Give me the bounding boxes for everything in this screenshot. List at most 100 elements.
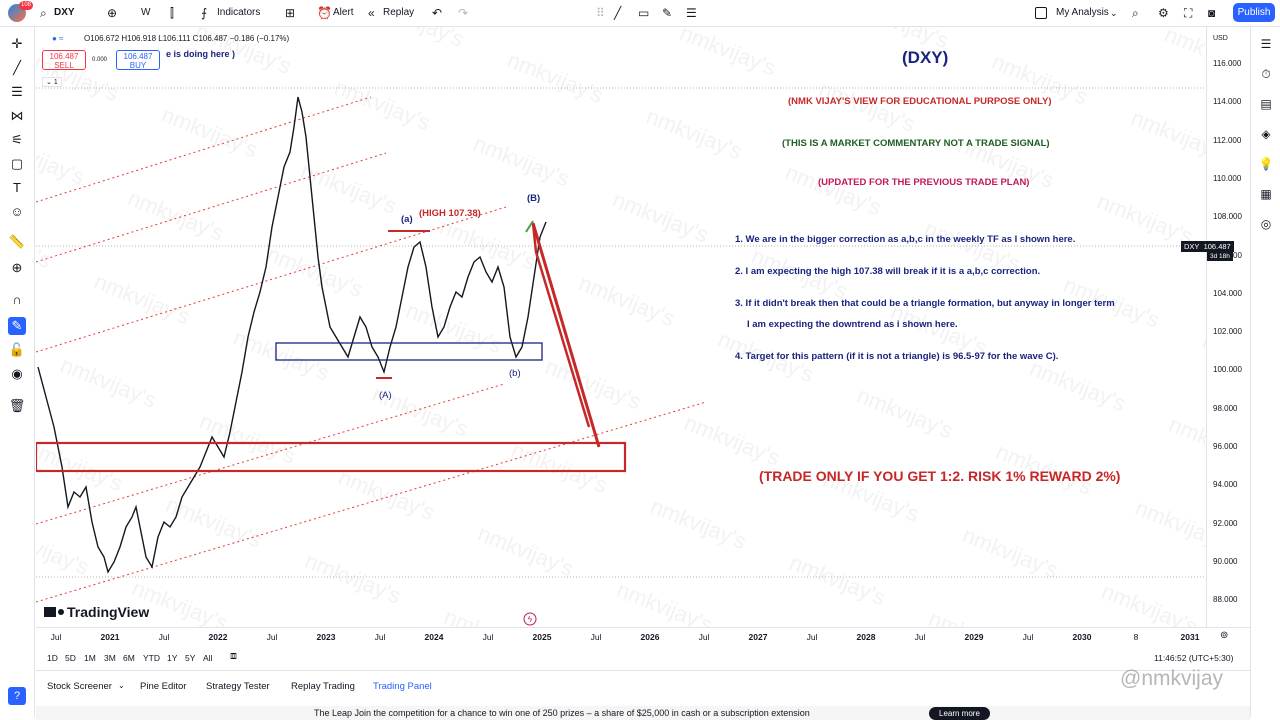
redo-icon[interactable]: ↷ <box>458 6 469 20</box>
lock-icon[interactable]: 🔓 <box>8 342 26 357</box>
range-button-1m[interactable]: 1M <box>84 653 96 663</box>
candles-icon[interactable]: ⫿ <box>170 6 174 20</box>
range-button-1y[interactable]: 1Y <box>167 653 178 663</box>
brush-icon[interactable]: ✎ <box>662 6 673 20</box>
wave-c-projection <box>531 222 601 448</box>
crosshair-icon[interactable]: ✛ <box>11 36 23 51</box>
channel-line-5 <box>36 401 707 603</box>
tab-strategy-tester[interactable]: Strategy Tester <box>206 681 270 692</box>
buy-button[interactable]: 106.487 BUY <box>116 50 160 70</box>
camera-icon[interactable]: ◙ <box>1208 6 1216 20</box>
fib-icon[interactable]: ☰ <box>686 6 697 20</box>
emoji-tool-icon[interactable]: ☺ <box>10 204 24 219</box>
tab-trading-panel[interactable]: Trading Panel <box>373 681 432 692</box>
time-tick: Jul <box>266 632 278 642</box>
data-window-icon[interactable]: ▤ <box>1260 97 1272 111</box>
range-button-3m[interactable]: 3M <box>104 653 116 663</box>
promo-banner: The Leap Join the competition for a chan… <box>36 706 1250 720</box>
sell-price: 106.487 <box>49 52 79 61</box>
date-range-icon[interactable]: ⧈ <box>230 650 237 662</box>
trend-line-tool-icon[interactable]: ╱ <box>13 60 21 75</box>
wave-a-small-label: (a) <box>401 214 413 225</box>
tab-replay-trading[interactable]: Replay Trading <box>291 681 355 692</box>
replay-icon: « <box>368 6 375 20</box>
price-tick: 92.000 <box>1213 518 1238 528</box>
sell-button[interactable]: 106.487 SELL <box>42 50 86 70</box>
wave-b-small-label: (b) <box>509 368 521 379</box>
tab-stock-screener[interactable]: Stock Screener <box>47 681 112 692</box>
alerts-clock-icon[interactable]: ⏱ <box>1261 67 1271 81</box>
trend-line-icon[interactable]: ╱ <box>614 6 622 20</box>
axis-settings-icon[interactable]: ⊚ <box>1220 630 1229 641</box>
lock-drawing-icon[interactable]: ✎ <box>8 317 26 335</box>
notifications-icon[interactable]: ◎ <box>1260 217 1272 231</box>
shape-tool-icon[interactable]: ▢ <box>10 156 24 171</box>
wave-A-label: (A) <box>379 390 392 401</box>
calendar-icon[interactable]: ▦ <box>1260 187 1272 201</box>
time-tick: 8 <box>1133 632 1139 642</box>
learn-more-button[interactable]: Learn more <box>929 707 990 720</box>
interval-button[interactable]: W <box>141 7 151 18</box>
legend-dots: ● ≈ <box>52 34 64 43</box>
ideas-icon[interactable]: 💡 <box>1258 157 1274 171</box>
templates-icon[interactable]: ⊞ <box>285 6 296 20</box>
chevron-down-icon[interactable]: ⌄ <box>1110 8 1118 18</box>
currency-label[interactable]: USD <box>1213 35 1228 42</box>
price-tick: 110.000 <box>1213 173 1242 183</box>
right-sidebar: ☰ ⏱ ▤ ◈ 💡 ▦ ◎ <box>1250 27 1280 717</box>
drag-handle-icon[interactable]: ⠿ <box>596 6 605 20</box>
range-button-5d[interactable]: 5D <box>65 653 76 663</box>
range-bar: 1D 5D 1M 3M 6M YTD 1Y 5Y All ⧈ 11:46:52 (UTC+5:3… <box>36 646 1250 671</box>
range-button-1d[interactable]: 1D <box>47 653 58 663</box>
undo-icon[interactable]: ↶ <box>432 6 443 20</box>
time-tick: Jul <box>914 632 926 642</box>
price-axis[interactable]: USD 116.000 114.000 112.000 110.000 108.000 1… <box>1181 27 1251 627</box>
range-button-all[interactable]: All <box>203 653 213 663</box>
sell-label: SELL <box>54 61 74 70</box>
bottom-panel-tabs: Stock Screener ⌄ Pine Editor Strategy Te… <box>36 667 1250 701</box>
object-tree-icon[interactable]: ◈ <box>1261 127 1271 141</box>
range-button-5y[interactable]: 5Y <box>185 653 196 663</box>
zoom-icon[interactable]: ⊕ <box>11 260 23 275</box>
replay-button[interactable]: Replay <box>383 7 415 18</box>
updated-note: (UPDATED FOR THE PREVIOUS TRADE PLAN) <box>818 177 1030 188</box>
layout-checkbox[interactable] <box>1035 7 1047 19</box>
indicators-button[interactable]: Indicators <box>217 7 261 18</box>
eye-icon[interactable]: ◉ <box>11 366 23 381</box>
help-icon[interactable]: ? <box>8 687 26 705</box>
chevron-down-icon[interactable]: ⌄ <box>118 681 125 690</box>
publish-button[interactable]: Publish <box>1233 3 1275 22</box>
price-tick: 88.000 <box>1213 595 1238 605</box>
tab-pine-editor[interactable]: Pine Editor <box>140 681 187 692</box>
quick-search-icon[interactable]: ⌕ <box>1132 6 1139 20</box>
range-button-ytd[interactable]: YTD <box>143 653 160 663</box>
point-1: 1. We are in the bigger correction as a,… <box>735 234 1076 245</box>
clock[interactable]: 11:46:52 (UTC+5:30) <box>1154 653 1234 663</box>
alert-button[interactable]: Alert <box>333 7 354 18</box>
high-label: (HIGH 107.38) <box>419 208 481 219</box>
time-tick: 2026 <box>640 632 660 642</box>
forecast-tool-icon[interactable]: ⚟ <box>11 132 23 147</box>
range-button-6m[interactable]: 6M <box>123 653 135 663</box>
channel-line-4 <box>36 383 505 525</box>
magnet-icon[interactable]: ∩ <box>12 292 22 307</box>
top-toolbar: 108 ⌕ DXY ⊕ W ⫿ ⨍ Indicators ⊞ ⏰ Alert «… <box>0 0 1280 27</box>
trash-icon[interactable]: 🗑 <box>8 398 26 413</box>
fib-tool-icon[interactable]: ☰ <box>11 84 23 99</box>
ruler-icon[interactable]: 📏 <box>8 234 26 249</box>
settings-icon[interactable]: ⚙ <box>1158 6 1169 20</box>
compare-add-icon[interactable]: ⊕ <box>107 6 118 20</box>
flash-icon[interactable] <box>523 612 537 626</box>
overlay-text: e is doing here ) <box>166 49 236 59</box>
chart-canvas[interactable]: nmkvijay's TradingView ϟ <box>36 27 1206 627</box>
time-axis[interactable]: Jul 2021 Jul 2022 Jul 2023 Jul 2024 Jul 2025 Jul 20… <box>36 627 1250 646</box>
watermark <box>36 27 1206 627</box>
pattern-tool-icon[interactable]: ⋈ <box>10 108 24 123</box>
rectangle-icon[interactable]: ▭ <box>638 6 650 20</box>
indicator-count[interactable]: ⌄ 1 <box>42 77 62 87</box>
fullscreen-icon[interactable]: ⛶ <box>1184 6 1193 20</box>
layout-name[interactable]: My Analysis <box>1056 7 1109 18</box>
text-tool-icon[interactable]: T <box>13 180 21 195</box>
symbol-search[interactable]: DXY <box>54 7 75 18</box>
watchlist-icon[interactable]: ☰ <box>1260 37 1272 51</box>
